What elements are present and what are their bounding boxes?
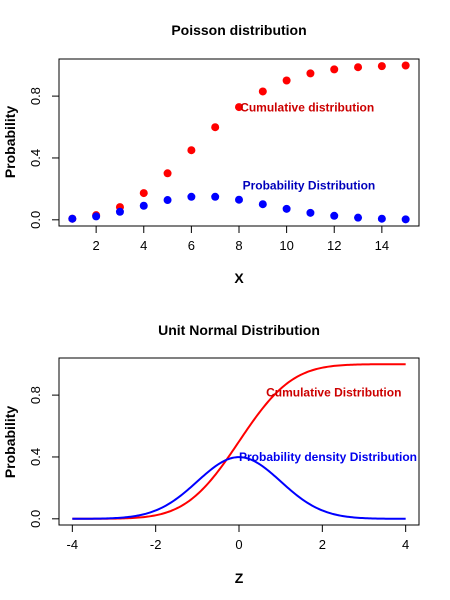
poisson-y-tick-label: 0.4 — [28, 149, 43, 167]
normal-panel: Unit Normal Distribution -4 -2 0 2 4 0.00.40… — [2, 322, 420, 586]
poisson-marks — [68, 61, 410, 224]
normal-x-tick-label: -4 — [67, 537, 79, 552]
poisson-x-axis-label: X — [234, 270, 244, 286]
normal-annotation: Probability density Distribution — [239, 450, 417, 464]
poisson-cumulative-distribution-point — [282, 76, 291, 85]
normal-annotations: Cumulative Distribution Probability densi… — [239, 386, 417, 464]
poisson-x-tick-label: 10 — [279, 238, 293, 253]
poisson-y-ticks: 0.0 0.4 0.8 — [28, 87, 59, 229]
normal-chart-title: Unit Normal Distribution — [158, 322, 320, 338]
normal-y-ticks: 0.0 0.4 0.8 — [28, 386, 59, 528]
poisson-cumulative-distribution-point — [401, 61, 410, 70]
poisson-annotations: Cumulative distribution Probability Distr… — [240, 101, 375, 193]
poisson-x-tick-label: 4 — [140, 238, 147, 253]
normal-x-axis-label: Z — [235, 570, 244, 586]
normal-cumulative-distribution-line — [72, 363, 406, 520]
normal-x-tick-label: 4 — [402, 537, 409, 552]
poisson-probability-distribution-point — [163, 196, 172, 205]
poisson-probability-distribution-point — [377, 214, 386, 223]
poisson-cumulative-distribution-point — [330, 65, 339, 74]
poisson-cumulative-distribution-point — [377, 62, 386, 71]
normal-x-tick-label: 0 — [235, 537, 242, 552]
poisson-probability-distribution-point — [68, 214, 77, 223]
poisson-cumulative-distribution-point — [163, 169, 172, 178]
poisson-probability-distribution-point — [235, 195, 243, 204]
poisson-y-axis-label: Probability — [2, 106, 18, 179]
poisson-annotation: Cumulative distribution — [240, 101, 374, 115]
poisson-cumulative-distribution-point — [139, 189, 148, 198]
normal-annotation: Cumulative Distribution — [266, 386, 401, 400]
poisson-probability-distribution-point — [401, 215, 410, 224]
poisson-x-ticks: 2 4 6 8 10 12 14 — [93, 226, 389, 253]
poisson-cumulative-distribution-point — [235, 103, 243, 112]
poisson-cumulative-distribution-point — [187, 146, 196, 155]
poisson-x-tick-label: 6 — [188, 238, 195, 253]
normal-y-tick-label: 0.8 — [28, 386, 43, 404]
poisson-cumulative-distribution-point — [354, 63, 363, 72]
poisson-annotation: Probability Distribution — [243, 179, 376, 193]
normal-x-tick-label: 2 — [319, 537, 326, 552]
poisson-probability-distribution-point — [282, 204, 291, 213]
poisson-probability-distribution-point — [92, 212, 101, 221]
poisson-chart-title: Poisson distribution — [171, 22, 306, 38]
normal-probability-density-distribution-line — [72, 456, 406, 520]
poisson-x-tick-label: 8 — [235, 238, 242, 253]
poisson-probability-distribution-point — [354, 213, 363, 222]
poisson-cumulative-distribution-point — [211, 123, 220, 132]
poisson-probability-distribution-point — [115, 207, 124, 216]
normal-x-tick-label: -2 — [150, 537, 162, 552]
poisson-x-tick-label: 12 — [327, 238, 341, 253]
poisson-cumulative-distribution-point — [306, 69, 315, 78]
poisson-probability-distribution-point — [258, 200, 267, 209]
normal-y-tick-label: 0.4 — [28, 448, 43, 466]
poisson-probability-distribution-point — [306, 208, 315, 217]
normal-x-ticks: -4 -2 0 2 4 — [67, 525, 409, 552]
poisson-probability-distribution-point — [187, 192, 196, 201]
poisson-cumulative-distribution-point — [258, 87, 267, 96]
normal-marks — [72, 363, 406, 520]
poisson-panel: Poisson distribution 2 4 6 8 10 12 14 0.00.40.… — [2, 22, 420, 286]
poisson-x-tick-label: 2 — [93, 238, 100, 253]
poisson-probability-distribution-point — [211, 192, 220, 201]
poisson-probability-distribution-point — [139, 201, 148, 210]
poisson-x-tick-label: 14 — [375, 238, 389, 253]
normal-y-tick-label: 0.0 — [28, 510, 43, 528]
poisson-y-tick-label: 0.8 — [28, 87, 43, 105]
poisson-probability-distribution-point — [330, 211, 339, 220]
poisson-y-tick-label: 0.0 — [28, 211, 43, 229]
normal-y-axis-label: Probability — [2, 406, 18, 479]
